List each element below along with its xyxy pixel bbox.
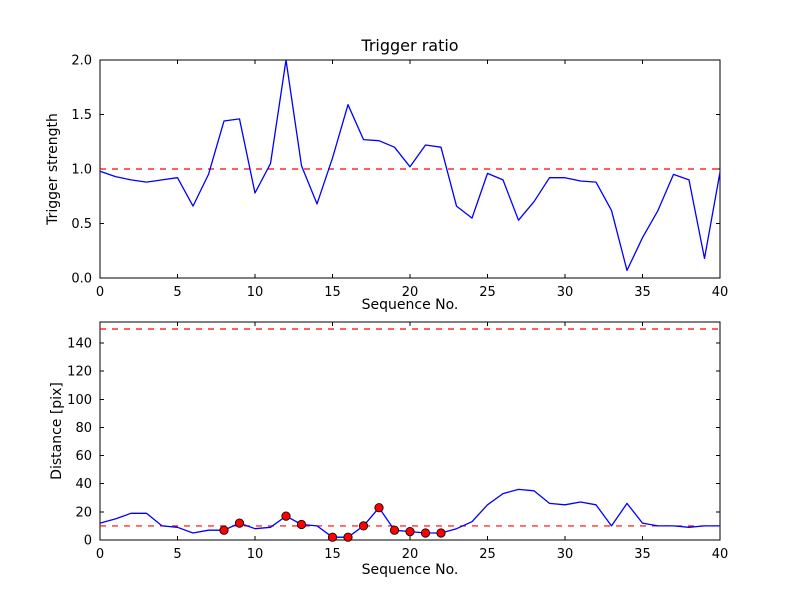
y-tick-label: 100: [67, 393, 92, 408]
top-chart-xlabel: Sequence No.: [361, 297, 459, 313]
x-tick-label: 0: [96, 285, 104, 300]
data-point-marker: [234, 518, 245, 528]
y-tick-label: 2.0: [71, 54, 92, 69]
x-tick-label: 0: [96, 547, 104, 562]
x-tick-label: 20: [402, 547, 419, 562]
x-tick-label: 35: [634, 547, 651, 562]
data-point-marker: [389, 525, 400, 535]
y-tick-label: 0: [84, 534, 92, 549]
x-tick-label: 40: [712, 285, 729, 300]
y-tick-label: 140: [67, 337, 92, 352]
x-tick-label: 10: [247, 285, 264, 300]
data-point-marker: [405, 526, 415, 537]
y-tick-label: 0.5: [71, 217, 92, 232]
data-point-marker: [296, 519, 307, 530]
x-tick-label: 25: [479, 547, 496, 562]
data-point-marker: [327, 532, 338, 542]
data-line: [99, 59, 721, 272]
y-tick-label: 60: [75, 449, 92, 464]
data-point-marker: [374, 503, 384, 513]
x-tick-label: 35: [634, 285, 651, 300]
data-point-marker: [281, 511, 291, 521]
x-tick-label: 15: [324, 547, 341, 562]
axes-frame: [99, 321, 721, 541]
x-tick-label: 5: [173, 285, 181, 300]
y-tick-label: 120: [67, 365, 92, 380]
data-point-marker: [343, 532, 353, 542]
x-tick-label: 30: [557, 285, 574, 300]
distance-chart: 0 5 10 15 20 25 30 35 40 0 20 40 60 80 100 120 140: [67, 321, 729, 562]
x-tick-label: 5: [173, 547, 181, 562]
trigger-ratio-chart: 0 5 10 15 20 25 30 35 40 0.0 0.5 1.0 1.5 2.0: [71, 54, 728, 301]
top-chart-title: Trigger ratio: [361, 36, 459, 55]
axes-frame: [99, 59, 721, 279]
y-tick-label: 40: [75, 477, 92, 492]
x-tick-label: 25: [479, 285, 496, 300]
x-tick-label: 20: [402, 285, 419, 300]
data-point-marker: [420, 528, 431, 538]
bottom-chart-xlabel: Sequence No.: [361, 562, 459, 578]
y-tick-label: 80: [75, 421, 92, 436]
y-tick-label: 1.5: [71, 108, 92, 123]
data-point-marker: [358, 521, 369, 531]
x-tick-label: 30: [557, 547, 574, 562]
y-tick-label: 0.0: [71, 272, 92, 287]
top-chart-ylabel: Trigger strength: [45, 113, 61, 225]
data-point-marker: [436, 528, 446, 538]
data-point-marker: [219, 525, 229, 535]
y-tick-label: 1.0: [71, 163, 92, 178]
x-tick-label: 40: [712, 547, 729, 562]
bottom-chart-ylabel: Distance [pix]: [49, 382, 65, 480]
x-tick-label: 10: [247, 547, 264, 562]
y-tick-label: 20: [75, 505, 92, 520]
x-tick-label: 15: [324, 285, 341, 300]
